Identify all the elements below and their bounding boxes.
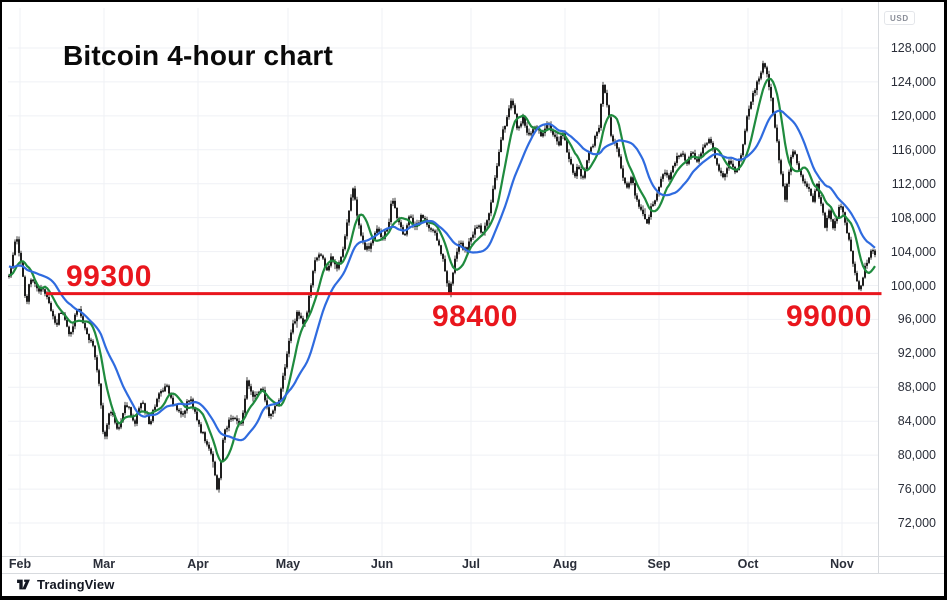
time-tick-label: Jul <box>461 557 481 571</box>
price-tick-label: 72,000 <box>897 516 936 530</box>
tradingview-wordmark: TradingView <box>37 577 115 592</box>
price-tick-label: 80,000 <box>897 448 936 463</box>
price-tick-label: 84,000 <box>897 414 936 429</box>
price-tick-label: 76,000 <box>897 482 936 497</box>
price-tick-label: 96,000 <box>897 312 936 327</box>
price-tick-label: 128,000 <box>890 41 936 55</box>
vertical-gridlines <box>19 8 843 556</box>
price-tick-label: 124,000 <box>890 74 936 89</box>
slow-ma-line <box>8 109 876 442</box>
fast-ma-line <box>8 77 876 463</box>
time-tick-label: Mar <box>92 557 116 571</box>
price-tick-label: 116,000 <box>891 142 936 157</box>
time-tick-label: Sep <box>647 557 671 571</box>
currency-unit-chip[interactable]: USD <box>884 11 915 25</box>
support-price-label: 99300 <box>66 260 152 293</box>
support-price-label: 99000 <box>786 300 872 333</box>
time-tick-label: Jun <box>370 557 394 571</box>
time-tick-label: Oct <box>737 557 759 571</box>
price-tick-label: 112,000 <box>891 176 936 191</box>
page-title: Bitcoin 4-hour chart <box>63 40 334 71</box>
horizontal-gridlines <box>8 47 878 524</box>
tradingview-icon <box>16 577 31 592</box>
price-axis[interactable]: 128,000 124,000 120,000 116,000 112,000 108,0… <box>878 0 947 556</box>
price-tick-label: 92,000 <box>897 346 936 361</box>
time-tick-label: Aug <box>552 557 578 571</box>
time-tick-label: Feb <box>8 557 32 571</box>
support-price-label: 98400 <box>432 300 518 333</box>
price-tick-label: 88,000 <box>897 380 936 395</box>
candle-bodies <box>8 63 876 490</box>
tradingview-logo-link[interactable]: TradingView <box>16 577 114 592</box>
price-tick-label: 108,000 <box>890 210 936 225</box>
time-tick-label: Nov <box>830 557 854 571</box>
time-tick-label: May <box>275 557 301 571</box>
price-tick-label: 104,000 <box>890 244 936 259</box>
price-tick-label: 120,000 <box>890 108 936 123</box>
time-tick-label: Apr <box>187 557 209 571</box>
time-axis[interactable]: Feb Mar Apr May Jun Jul Aug Sep Oct Nov <box>0 557 878 573</box>
price-tick-label: 100,000 <box>890 278 936 293</box>
